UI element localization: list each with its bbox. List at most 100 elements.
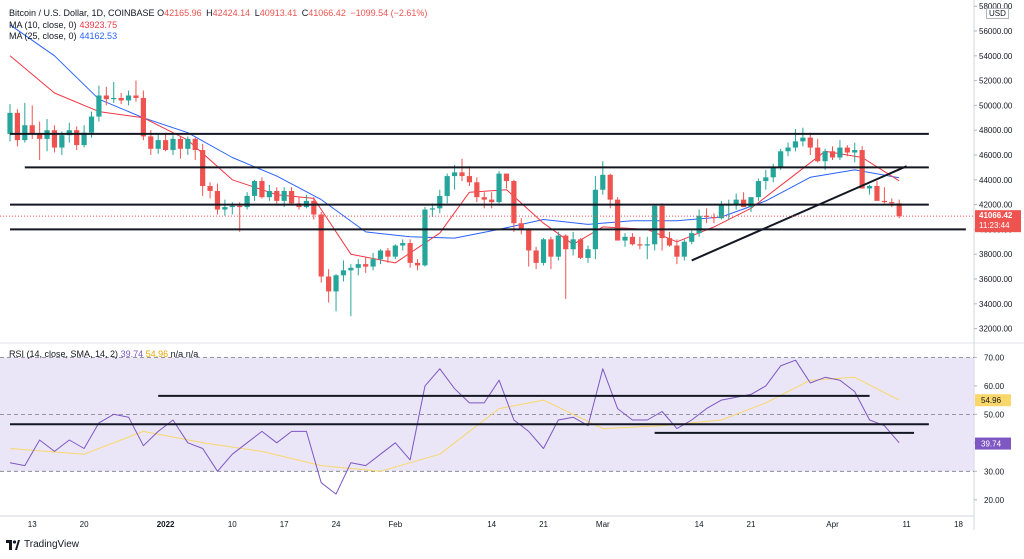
candle-body xyxy=(815,147,821,162)
candle-body xyxy=(511,181,517,224)
candle-body xyxy=(266,190,272,198)
time-tick-label: 21 xyxy=(539,520,548,529)
candle-body xyxy=(437,195,443,209)
rsi-tick-label: 50.00 xyxy=(984,410,1005,419)
ma10-label: MA (10, close, 0) xyxy=(9,20,77,30)
candle-body xyxy=(96,95,102,117)
rsi-tick-label: 70.00 xyxy=(984,353,1005,362)
candle-body xyxy=(548,239,554,257)
ma25-legend[interactable]: MA (25, close, 0) 44162.53 xyxy=(9,31,117,42)
ohlc-change: −1099.54 (−2.61%) xyxy=(350,8,428,18)
ohlc-values: O42165.96 H42424.14 L40913.41 C41066.42 … xyxy=(157,8,429,18)
price-tick-label: 58000.00 xyxy=(979,2,1013,11)
candle-body xyxy=(518,223,524,230)
rsi-tick-label: 60.00 xyxy=(984,382,1005,391)
candle-body xyxy=(7,112,13,134)
time-tick-label: 17 xyxy=(280,520,289,529)
candle-body xyxy=(800,137,806,142)
candle-body xyxy=(355,264,361,268)
candle-body xyxy=(81,132,87,146)
candle-body xyxy=(703,215,710,217)
rsi-sma-tag xyxy=(975,394,1011,407)
rsi-legend[interactable]: RSI (14, close, SMA, 14, 2) 39.74 54.96 … xyxy=(9,349,198,359)
price-tick-label: 54000.00 xyxy=(979,52,1013,61)
candle-body xyxy=(807,137,813,148)
candle-body xyxy=(133,95,139,98)
price-tick-label: 34000.00 xyxy=(979,300,1013,309)
time-tick-label: 21 xyxy=(747,520,756,529)
candle-body xyxy=(837,147,843,158)
candle-body xyxy=(859,150,865,189)
candle-body xyxy=(711,217,717,219)
candle-body xyxy=(615,199,621,241)
candle-body xyxy=(844,147,850,153)
candle-body xyxy=(244,195,250,208)
candle-body xyxy=(452,172,458,177)
candle-body xyxy=(192,138,198,151)
candle-body xyxy=(829,151,836,158)
candle-body xyxy=(629,236,636,245)
candle-body xyxy=(778,151,784,168)
candle-body xyxy=(659,205,665,239)
candle-body xyxy=(577,239,584,258)
price-tick-label: 46000.00 xyxy=(979,151,1013,160)
time-tick-label: 24 xyxy=(332,520,341,529)
price-tick-label: 38000.00 xyxy=(979,250,1013,259)
candle-body xyxy=(370,259,376,267)
candle-body xyxy=(896,203,902,217)
candle-body xyxy=(66,130,72,136)
candle-body xyxy=(592,189,598,250)
candle-body xyxy=(422,209,428,266)
candle-body xyxy=(496,173,502,203)
candle-body xyxy=(170,138,176,151)
rsi-tick-label: 20.00 xyxy=(984,496,1005,505)
candle-body xyxy=(326,276,332,292)
countdown-value: 11:23:44 xyxy=(979,221,1010,230)
candle-body xyxy=(88,116,95,133)
candle-body xyxy=(555,235,561,257)
symbol-title: Bitcoin / U.S. Dollar, 1D, COINBASE xyxy=(9,8,155,18)
candle-body xyxy=(125,95,132,101)
rsi-value-tag-label: 39.74 xyxy=(981,440,1002,449)
time-tick-label: 10 xyxy=(228,520,237,529)
tradingview-watermark: TradingView xyxy=(6,539,79,550)
candle-body xyxy=(600,174,606,190)
candle-body xyxy=(400,243,406,246)
ma10-legend[interactable]: MA (10, close, 0) 43923.75 xyxy=(9,20,117,31)
candle-body xyxy=(311,200,317,215)
time-tick-label: 11 xyxy=(902,520,911,529)
rsi-value-tag xyxy=(975,437,1011,450)
candle-body xyxy=(763,177,769,182)
last-price-tag xyxy=(975,210,1021,233)
ohlc-low-key: L xyxy=(254,8,260,18)
ohlc-high-key: H xyxy=(206,8,213,18)
candle-body xyxy=(637,244,643,246)
price-tick-label: 36000.00 xyxy=(979,275,1013,284)
candle-body xyxy=(140,97,146,137)
price-tick-label: 32000.00 xyxy=(979,325,1013,334)
ohlc-close-value: 41066.42 xyxy=(308,8,346,18)
candle-body xyxy=(377,250,384,260)
time-tick-label: 14 xyxy=(487,520,496,529)
candle-body xyxy=(207,186,213,191)
time-tick-label: 20 xyxy=(80,520,89,529)
candle-body xyxy=(881,200,887,203)
candle-body xyxy=(274,190,280,201)
candle-body xyxy=(281,190,287,201)
candle-body xyxy=(59,135,65,148)
rsi-sma-value: 54.96 xyxy=(145,349,169,359)
candle-body xyxy=(666,238,673,246)
candle-body xyxy=(318,214,324,277)
time-tick-label: 13 xyxy=(28,520,37,529)
candle-body xyxy=(103,95,109,100)
price-tick-label: 52000.00 xyxy=(979,77,1013,86)
ma25-value: 44162.53 xyxy=(79,31,118,41)
rsi-sma-tag-label: 54.96 xyxy=(981,396,1002,405)
candle-body xyxy=(563,235,569,250)
candle-body xyxy=(585,249,591,258)
ohlc-open-value: 42165.96 xyxy=(164,8,202,18)
currency-badge[interactable]: USD xyxy=(986,8,1009,19)
candle-body xyxy=(185,138,191,149)
